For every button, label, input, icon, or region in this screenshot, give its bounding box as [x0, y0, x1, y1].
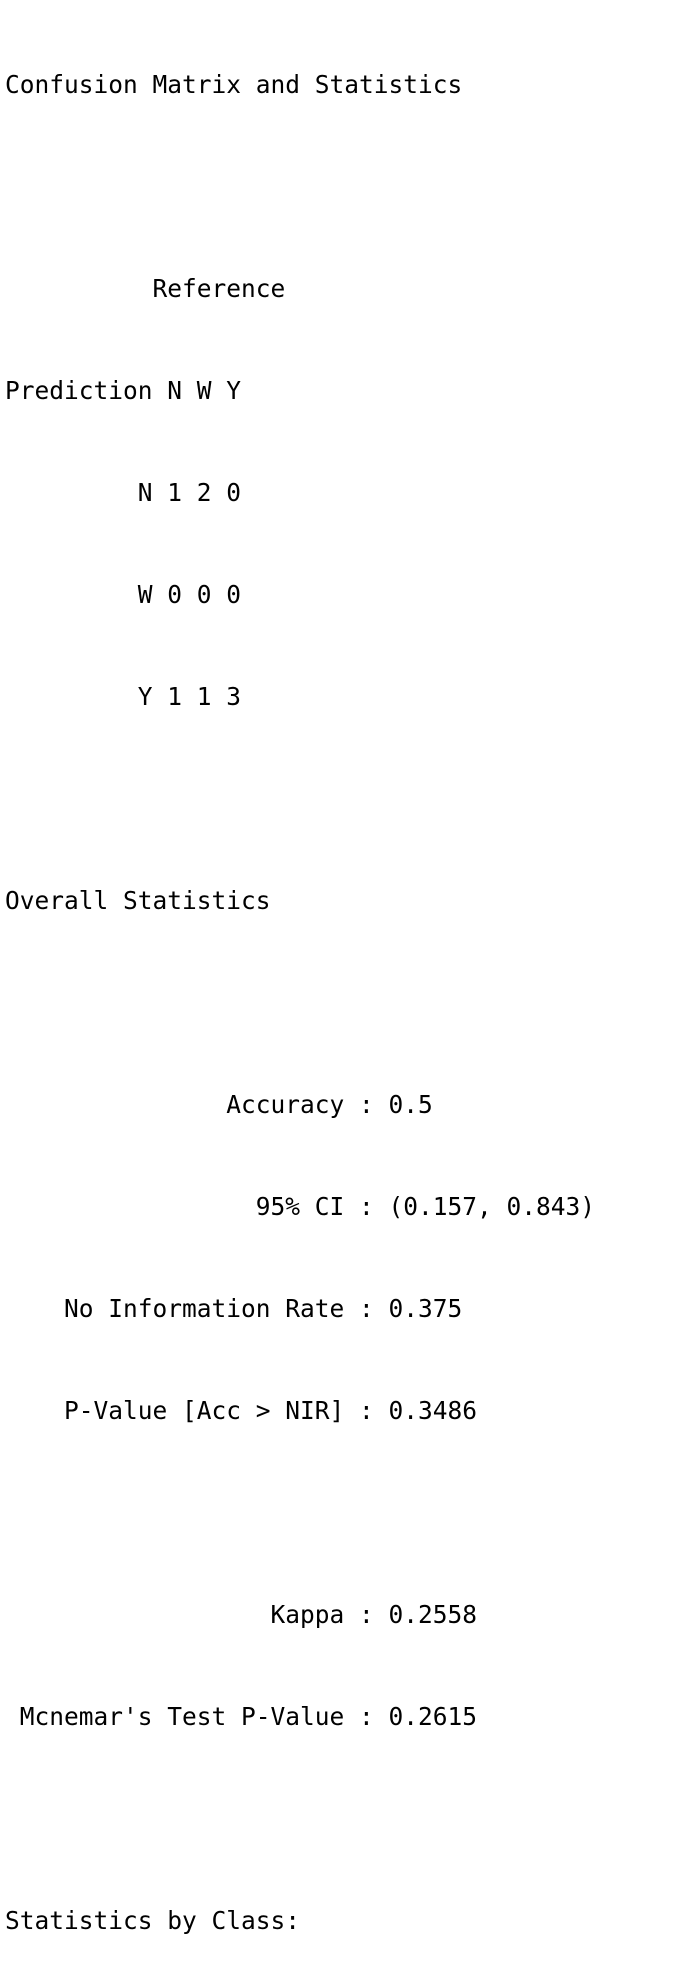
blank-line [5, 986, 691, 1020]
blank-line [5, 782, 691, 816]
confusion-matrix-column-header: Prediction N W Y [5, 376, 242, 405]
stat-p-value: P-Value [Acc > NIR] : 0.3486 [5, 1396, 478, 1425]
confusion-matrix-row-y: Y 1 1 3 [5, 682, 242, 711]
blank-line [5, 170, 691, 204]
confusion-matrix-reference-header: Reference [5, 274, 286, 303]
console-output: Confusion Matrix and Statistics Referenc… [5, 0, 691, 1964]
blank-line [5, 1496, 691, 1530]
stat-mcnemar-p-value: Mcnemar's Test P-Value : 0.2615 [5, 1702, 478, 1731]
stat-accuracy: Accuracy : 0.5 [5, 1090, 433, 1119]
stat-kappa: Kappa : 0.2558 [5, 1600, 478, 1629]
statistics-by-class-heading: Statistics by Class: [5, 1906, 301, 1935]
overall-statistics-heading: Overall Statistics [5, 886, 271, 915]
stat-no-information-rate: No Information Rate : 0.375 [5, 1294, 463, 1323]
confusion-matrix-row-n: N 1 2 0 [5, 478, 242, 507]
blank-line [5, 1802, 691, 1836]
output-title: Confusion Matrix and Statistics [5, 70, 463, 99]
confusion-matrix-row-w: W 0 0 0 [5, 580, 242, 609]
stat-confidence-interval: 95% CI : (0.157, 0.843) [5, 1192, 596, 1221]
